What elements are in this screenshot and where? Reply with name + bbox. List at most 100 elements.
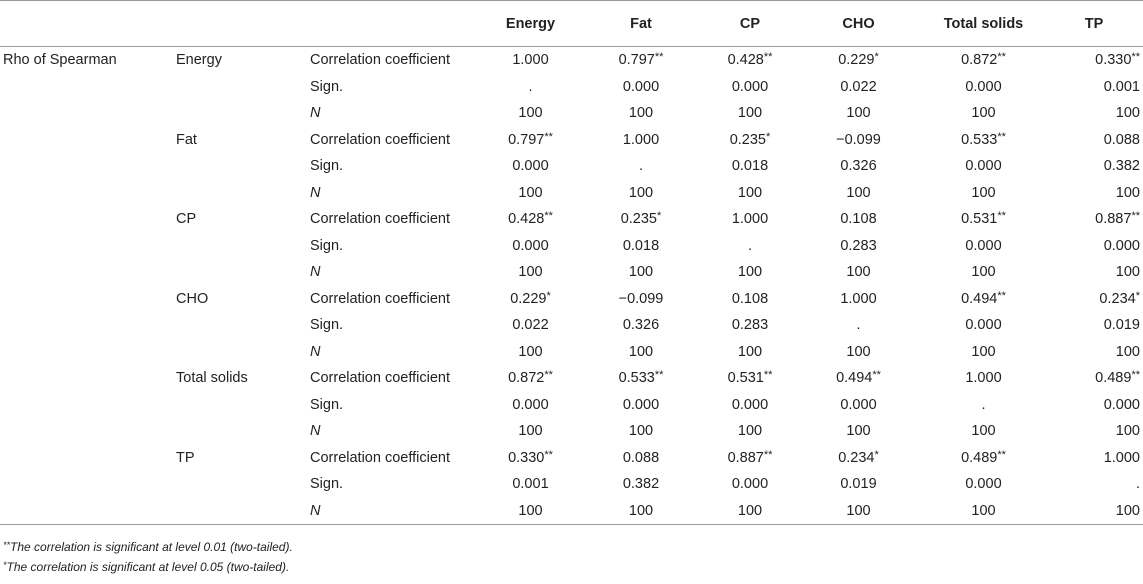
value-cell: 100 [697,497,803,525]
value-cell: 100 [585,100,697,127]
cell-value: 1.000 [840,290,877,307]
value-cell: 0.000 [914,233,1053,260]
table-row: Sign. 0.000 0.018. 0.283 0.000 0.000 [0,233,1143,260]
cell-value: 100 [628,184,654,201]
value-cell: 100 [697,180,803,207]
value-cell: 0.000 [697,471,803,498]
row-variable-cell [172,497,306,525]
cell-value: 100 [737,105,763,121]
value-cell: 0.000 [1053,233,1143,260]
method-cell [0,418,172,445]
value-cell: −0.099 [585,286,697,313]
cell-value: 100 [846,502,871,519]
cell-value: 0.234 [838,449,875,466]
header-row: Energy Fat CP CHO Total solids TP [0,0,1143,47]
value-cell: 1.000 [803,286,914,313]
value-cell: . [803,312,914,339]
column-header: Total solids [914,0,1053,47]
value-cell: 0.235* [697,127,803,154]
cell-value: 100 [628,343,654,360]
cell-value: 100 [971,423,996,439]
row-variable-cell [172,180,306,207]
value-cell: 0.088 [585,445,697,472]
value-cell: 100 [697,100,803,127]
cell-value: 100 [737,343,763,360]
table-row: TP Correlation coefficient 0.330** 0.088 0.8… [0,445,1143,472]
statistic-label: N [310,184,321,201]
value-cell: 0.108 [803,206,914,233]
significance-mark: ** [544,369,553,381]
cell-value: . [1135,476,1140,492]
value-cell: 100 [1053,339,1143,366]
row-variable-cell: CP [176,211,197,227]
value-cell: 0.108 [697,286,803,313]
value-cell: 100 [585,259,697,286]
method-cell: Rho of Spearman [3,52,117,68]
value-cell: 100 [697,339,803,366]
footnote-mark: * [3,560,7,570]
statistic-label: N [310,264,321,280]
cell-value: 0.326 [622,317,660,333]
cell-value: 100 [1115,423,1140,439]
statistic-label: Correlation coefficient [310,290,450,307]
cell-value: . [638,158,644,174]
value-cell: . [476,74,585,101]
cell-value: 0.531 [961,211,998,227]
cell-value: 0.872 [508,370,545,386]
cell-value: 0.235 [620,211,657,227]
value-cell: 0.000 [476,392,585,419]
table-row: CHO Correlation coefficient 0.229* −0.099 0.… [0,286,1143,313]
value-cell: 100 [803,100,914,127]
cell-value: 100 [737,423,763,439]
cell-value: 0.018 [622,237,660,254]
cell-value: 100 [971,343,996,360]
table-row: Sign.. 0.000 0.000 0.022 0.000 0.001 [0,74,1143,101]
row-variable-cell [172,153,306,180]
cell-value: 0.000 [622,396,660,413]
value-cell: 0.531** [697,365,803,392]
value-cell: 0.000 [803,392,914,419]
method-cell [0,471,172,498]
significance-mark: ** [763,51,773,63]
statistic-label: Sign. [310,158,344,174]
value-cell: . [697,233,803,260]
cell-value: 0.000 [731,78,769,95]
cell-value: 100 [518,502,543,519]
significance-mark: * [874,448,879,461]
table-row: CP Correlation coefficient 0.428** 0.235* 1.… [0,206,1143,233]
cell-value: 0.000 [512,158,549,174]
table-row: Fat Correlation coefficient 0.797** 1.000 0.… [0,127,1143,154]
cell-value: 1.000 [1103,449,1140,466]
cell-value: 0.489 [961,449,998,466]
value-cell: 0.234* [803,445,914,472]
cell-value: 0.108 [731,290,769,307]
value-cell: 0.019 [1053,312,1143,339]
value-cell: 0.000 [697,74,803,101]
header-empty-variable [172,0,306,47]
table-row: N 100 100 100 100 100 100 [0,180,1143,207]
significance-mark: ** [544,448,553,461]
value-cell: 1.000 [1053,445,1143,472]
cell-value: 100 [518,105,543,121]
spearman-correlation-table: Energy Fat CP CHO Total solids TP Rho of… [0,0,1143,525]
cell-value: 0.382 [622,476,660,492]
cell-value: 0.022 [840,78,877,95]
cell-value: . [747,237,753,254]
statistic-label: Correlation coefficient [310,52,450,68]
table-row: N 100 100 100 100 100 100 [0,497,1143,525]
row-variable-cell: Fat [176,131,197,148]
value-cell: 100 [803,497,914,525]
significance-mark: * [874,51,879,63]
value-cell: 0.000 [914,312,1053,339]
cell-value: 0.235 [729,131,766,148]
row-variable-cell: Energy [176,52,222,68]
value-cell: 0.326 [803,153,914,180]
significance-mark: ** [872,369,881,381]
significance-mark: ** [544,130,553,143]
cell-value: 0.872 [961,52,998,68]
cell-value: 0.330 [1095,52,1132,68]
value-cell: 100 [1053,497,1143,525]
significance-mark: ** [997,210,1006,222]
significance-mark: ** [654,369,664,381]
